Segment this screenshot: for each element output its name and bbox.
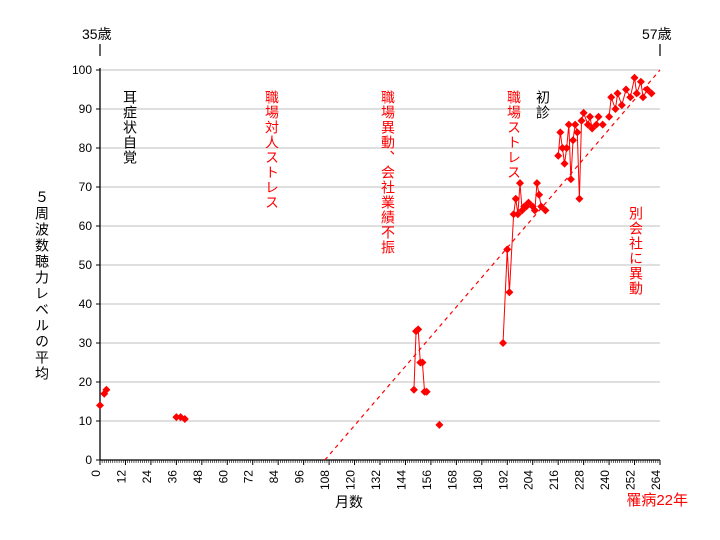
svg-text:168: 168 (445, 470, 459, 490)
svg-text:120: 120 (344, 470, 358, 490)
svg-text:24: 24 (140, 470, 154, 484)
svg-text:108: 108 (318, 470, 332, 490)
x-axis-label: 月数 (335, 492, 363, 512)
svg-text:90: 90 (79, 102, 93, 116)
svg-text:132: 132 (369, 470, 383, 490)
svg-text:0: 0 (89, 470, 103, 477)
annotation: 耳症状自覚 (120, 90, 140, 165)
svg-text:36: 36 (165, 470, 179, 484)
svg-text:20: 20 (79, 375, 93, 389)
svg-text:264: 264 (649, 470, 663, 490)
annotation: 職場ストレス (504, 90, 524, 180)
svg-text:70: 70 (79, 180, 93, 194)
age-label-left: 35歳 (82, 24, 112, 44)
svg-text:204: 204 (522, 470, 536, 490)
svg-text:216: 216 (547, 470, 561, 490)
footer-label: 罹病22年 (626, 489, 688, 510)
svg-text:40: 40 (79, 297, 93, 311)
svg-text:96: 96 (293, 470, 307, 484)
chart-stage: 0 10 20 30 40 50 60 70 80 90 100 0 12 24 36 48 60 72 84 96 1… (0, 0, 720, 540)
svg-text:84: 84 (267, 470, 281, 484)
svg-text:156: 156 (420, 470, 434, 490)
svg-text:240: 240 (598, 470, 612, 490)
chart-svg: 0 10 20 30 40 50 60 70 80 90 100 0 12 24 36 48 60 72 84 96 1… (0, 0, 720, 540)
svg-text:228: 228 (573, 470, 587, 490)
svg-text:252: 252 (624, 470, 638, 490)
svg-text:100: 100 (72, 63, 92, 77)
y-axis-label: ５周波数聴力レベルの平均 (32, 190, 52, 382)
svg-text:50: 50 (79, 258, 93, 272)
svg-text:80: 80 (79, 141, 93, 155)
svg-text:60: 60 (216, 470, 230, 484)
annotation: 職場対人ストレス (262, 90, 282, 210)
annotation: 職場異動、会社業績不振 (378, 90, 398, 255)
svg-text:144: 144 (394, 470, 408, 490)
svg-text:180: 180 (471, 470, 485, 490)
svg-text:10: 10 (79, 414, 93, 428)
age-label-right: 57歳 (642, 24, 672, 44)
svg-text:12: 12 (114, 470, 128, 484)
svg-text:192: 192 (496, 470, 510, 490)
svg-text:48: 48 (191, 470, 205, 484)
annotation: 別会社に異動 (626, 206, 646, 296)
svg-text:30: 30 (79, 336, 93, 350)
svg-text:60: 60 (79, 219, 93, 233)
svg-text:72: 72 (242, 470, 256, 484)
svg-text:0: 0 (85, 453, 92, 467)
annotation: 初診 (533, 90, 553, 120)
